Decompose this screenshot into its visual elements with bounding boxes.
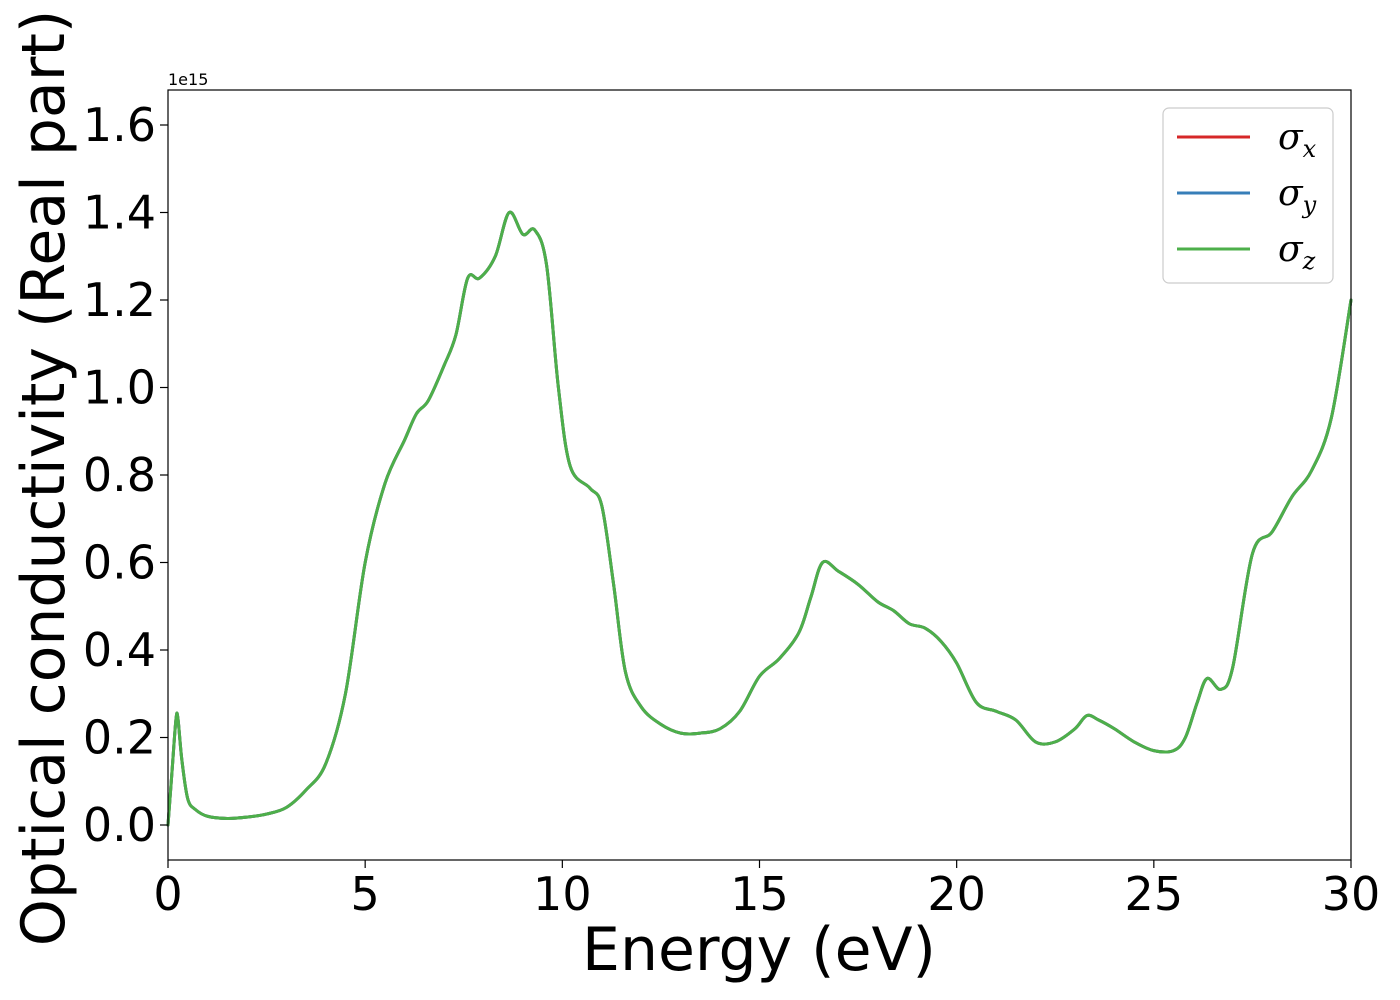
y-offset-label: 1e15 (168, 70, 208, 89)
legend-label-sigma-z: σz (1278, 229, 1316, 275)
x-tick-label: 0 (153, 867, 182, 921)
y-axis-title: Optical conductivity (Real part) (9, 10, 79, 947)
x-axis: 0 5 10 15 20 25 30 (153, 860, 1380, 921)
series-layer (166, 210, 1353, 827)
x-tick-label: 30 (1322, 867, 1381, 921)
x-tick-label: 15 (730, 867, 789, 921)
y-tick-label: 1.0 (83, 361, 156, 415)
x-tick-label: 5 (351, 867, 380, 921)
series-line-sigma-z (166, 210, 1353, 827)
y-axis: 0.0 0.2 0.4 0.6 0.8 1.0 1.2 1.4 1.6 (83, 98, 168, 852)
y-tick-label: 1.6 (83, 98, 156, 152)
x-tick-label: 10 (533, 867, 592, 921)
y-tick-label: 0.2 (83, 711, 156, 765)
y-tick-label: 0.0 (83, 798, 156, 852)
plot-background (168, 90, 1351, 860)
y-tick-label: 0.4 (83, 623, 156, 677)
x-tick-label: 25 (1125, 867, 1184, 921)
y-tick-label: 1.4 (83, 186, 156, 240)
x-axis-title: Energy (eV) (582, 915, 936, 985)
y-tick-label: 0.8 (83, 448, 156, 502)
y-tick-label: 1.2 (83, 273, 156, 327)
legend-label-sigma-x: σx (1278, 117, 1317, 163)
x-tick-label: 20 (927, 867, 986, 921)
legend: σx σy σz (1162, 107, 1334, 284)
y-tick-label: 0.6 (83, 536, 156, 590)
legend-label-sigma-y: σy (1278, 173, 1317, 219)
legend-box (1162, 107, 1334, 284)
